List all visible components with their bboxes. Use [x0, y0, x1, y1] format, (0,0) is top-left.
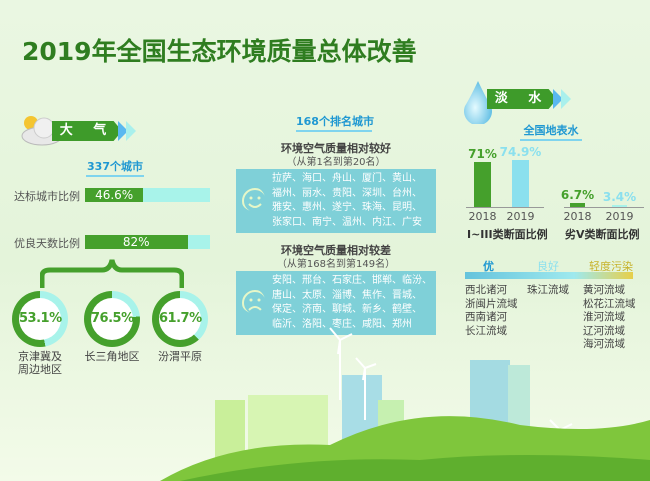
- brace: [40, 259, 184, 288]
- basin-item: 辽河流域: [583, 324, 625, 337]
- water-bar-value: 3.4%: [602, 189, 637, 204]
- air-row-value: 82%: [85, 235, 188, 249]
- air-row-value: 46.6%: [85, 188, 144, 202]
- water-bar-value: 71%: [468, 147, 497, 162]
- city-line: 雅安、惠州、遂宁、珠海、昆明、: [272, 202, 422, 213]
- region-ring: 53.1%: [12, 291, 68, 347]
- water-bar-2018: [570, 202, 585, 207]
- region-value: 61.7%: [159, 298, 202, 340]
- air-cities-label: 337个城市: [86, 158, 144, 177]
- city-line: 唐山、太原、淄博、焦作、晋城、: [272, 289, 422, 301]
- chevron-right-icon: [126, 121, 136, 141]
- good-cities-box: 拉萨、海口、舟山、厦门、黄山、 福州、丽水、贵阳、深圳、台州、 雅安、惠州、遂宁…: [236, 169, 436, 233]
- region-value: 53.1%: [19, 298, 62, 340]
- water-chart-caption: I~III类断面比例: [467, 228, 548, 241]
- good-title: 环境空气质量相对较好: [281, 142, 391, 155]
- air-row-label: 达标城市比例: [14, 190, 80, 203]
- region-value: 76.5%: [91, 298, 134, 340]
- list-good: 珠江流域: [527, 284, 569, 298]
- legend-excellent: 优: [483, 260, 494, 273]
- water-bar-year: 2019: [605, 210, 634, 223]
- water-bar-year: 2019: [506, 210, 535, 223]
- basin-item: 浙闽片流域: [465, 297, 518, 310]
- water-bar-year: 2018: [563, 210, 592, 223]
- water-bar-value: 6.7%: [560, 187, 595, 202]
- quality-gradient-bar: [465, 272, 633, 279]
- city-line: 福州、丽水、贵阳、深圳、台州、: [272, 187, 422, 199]
- city-line: 保定、济南、聊城、新乡、鹤壁、: [272, 304, 422, 315]
- air-row-label: 优良天数比例: [14, 237, 80, 250]
- region-name-line: 汾渭平原: [158, 350, 202, 363]
- region-name-line: 周边地区: [18, 363, 62, 376]
- city-line: 张家口、南宁、温州、内江、广安: [272, 216, 422, 228]
- basin-item: 珠江流域: [527, 284, 569, 296]
- water-bar-chart: 6.7% 2018 3.4% 2019: [560, 140, 644, 223]
- smile-icon: [242, 188, 265, 211]
- water-chart-caption: 劣V类断面比例: [565, 228, 640, 241]
- region-name: 汾渭平原: [145, 350, 215, 363]
- water-bar-value: 74.9%: [499, 144, 542, 159]
- chevron-right-icon: [553, 89, 563, 109]
- water-bar-2019: [512, 159, 529, 207]
- city-scene-illustration: [160, 327, 650, 481]
- bad-title: 环境空气质量相对较差: [281, 244, 391, 257]
- basin-item: 淮河流域: [583, 311, 625, 323]
- chevron-right-icon: [561, 89, 571, 109]
- city-line: 安阳、邢台、石家庄、邯郸、临汾、: [272, 275, 432, 286]
- air-row-bar: 82%: [85, 235, 210, 249]
- city-line: 拉萨、海口、舟山、厦门、黄山、: [272, 173, 422, 184]
- page-title: 2019年全国生态环境质量总体改善: [22, 37, 417, 66]
- water-bar-2018: [474, 162, 491, 207]
- air-badge: 大 气: [52, 121, 122, 141]
- region-name: 京津冀及 周边地区: [5, 350, 75, 376]
- legend-good: 良好: [537, 260, 559, 273]
- basin-item: 海河流域: [583, 338, 625, 350]
- region-name: 长三角地区: [77, 350, 147, 363]
- water-bar-chart: 71% 2018 74.9% 2019: [466, 140, 544, 223]
- basin-item: 黄河流域: [583, 284, 625, 296]
- basin-item: 西北诸河: [465, 284, 507, 296]
- basin-item: 西南诸河: [465, 311, 507, 323]
- water-bar-year: 2018: [468, 210, 497, 223]
- list-light: 黄河流域 松花江流域 淮河流域 辽河流域 海河流域: [583, 284, 636, 352]
- basin-item: 长江流域: [465, 324, 507, 337]
- list-excellent: 西北诸河 浙闽片流域 西南诸河 长江流域: [465, 284, 518, 338]
- water-badge: 淡 水: [487, 89, 557, 109]
- water-drop-icon: [464, 81, 492, 124]
- legend-light-pollution: 轻度污染: [589, 260, 633, 273]
- region-ring: 76.5%: [84, 291, 140, 347]
- ranking-heading: 168个排名城市: [296, 113, 374, 132]
- air-row-bar: 46.6%: [85, 188, 210, 202]
- basin-item: 松花江流域: [583, 297, 636, 310]
- chevron-right-icon: [118, 121, 128, 141]
- water-subtitle: 全国地表水: [520, 122, 582, 141]
- region-name-line: 京津冀及: [18, 350, 62, 363]
- city-line: 临沂、洛阳、枣庄、咸阳、郑州: [272, 318, 412, 330]
- good-subtitle: （从第1名到第20名）: [286, 157, 386, 168]
- region-name-line: 长三角地区: [84, 350, 140, 363]
- bad-cities-box: 安阳、邢台、石家庄、邯郸、临汾、 唐山、太原、淄博、焦作、晋城、 保定、济南、聊…: [236, 271, 436, 335]
- sad-face-icon: [242, 290, 265, 313]
- water-bar-2019: [612, 204, 627, 207]
- bad-subtitle: （从第168名到第149名）: [276, 259, 396, 270]
- region-ring: 61.7%: [152, 291, 208, 347]
